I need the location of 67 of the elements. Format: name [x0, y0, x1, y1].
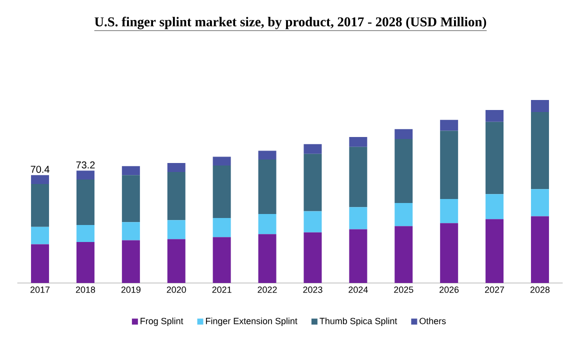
- bar: [394, 139, 413, 204]
- bar: [486, 194, 504, 220]
- bar: [212, 166, 231, 218]
- bar: [486, 219, 504, 283]
- bar: [349, 137, 368, 147]
- x-tick-label: 2022: [258, 286, 277, 293]
- bar: [122, 175, 140, 222]
- bar: [258, 150, 276, 160]
- bar: [76, 179, 94, 226]
- bar: [349, 229, 368, 283]
- bar: [440, 120, 458, 131]
- x-tick-label: 2027: [485, 286, 504, 293]
- bar: [394, 226, 413, 283]
- legend-label: Finger Extension Splint: [206, 318, 298, 326]
- bar: [440, 130, 458, 200]
- bar: [304, 154, 322, 212]
- bar: [31, 226, 50, 244]
- bar: [31, 184, 50, 227]
- legend-label: Thumb Spica Splint: [320, 318, 398, 326]
- bar: [167, 220, 186, 240]
- bar: [167, 172, 186, 220]
- bar: [31, 244, 50, 283]
- legend-label: Others: [420, 318, 446, 324]
- bar: [349, 207, 368, 230]
- bar: [31, 175, 50, 184]
- x-tick-label: 2028: [530, 286, 550, 293]
- x-tick-label: 2020: [166, 286, 186, 293]
- bar: [440, 199, 458, 224]
- bar: [212, 237, 231, 283]
- bar: [258, 214, 276, 234]
- bar: [530, 189, 549, 216]
- x-tick-label: 2025: [394, 286, 414, 293]
- bar: [212, 218, 231, 238]
- bar: [76, 170, 94, 180]
- bar: [530, 112, 549, 190]
- bar: [167, 239, 186, 283]
- bar: [76, 225, 94, 242]
- x-tick-label: 2023: [303, 286, 322, 293]
- annotation: 73.2: [76, 161, 95, 168]
- x-tick-label: 2019: [121, 286, 140, 293]
- x-tick-label: 2017: [30, 286, 50, 293]
- bar: [304, 232, 322, 283]
- bar: [258, 160, 276, 214]
- x-tick-label: 2021: [212, 286, 232, 293]
- bar: [486, 122, 504, 194]
- bar: [122, 166, 140, 176]
- bar: [394, 129, 413, 140]
- bar: [394, 203, 413, 226]
- annotation: 70.4: [30, 166, 50, 173]
- x-tick-label: 2026: [440, 286, 459, 293]
- bar: [122, 222, 140, 240]
- bar: [212, 156, 231, 166]
- bar: [530, 216, 549, 283]
- x-tick-label: 2024: [348, 286, 368, 293]
- bar: [486, 110, 504, 122]
- bar: [258, 234, 276, 283]
- chart-title: U.S. finger splint market size, by product, 2017 - 2028 (USD Million): [94, 16, 486, 30]
- bar: [530, 100, 549, 112]
- x-tick-label: 2018: [76, 286, 96, 293]
- legend-label: Frog Splint: [140, 318, 184, 326]
- bar: [167, 162, 186, 172]
- bar: [76, 242, 94, 283]
- bar: [122, 240, 140, 283]
- bar: [304, 211, 322, 232]
- bar: [349, 146, 368, 208]
- bar: [440, 223, 458, 283]
- bar: [304, 144, 322, 154]
